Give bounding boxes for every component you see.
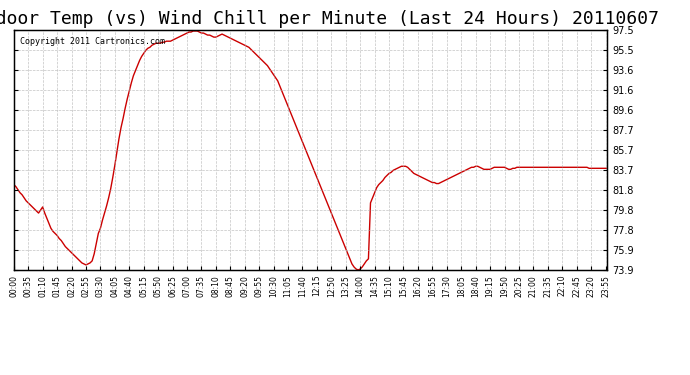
Title: Outdoor Temp (vs) Wind Chill per Minute (Last 24 Hours) 20110607: Outdoor Temp (vs) Wind Chill per Minute … bbox=[0, 10, 658, 28]
Text: Copyright 2011 Cartronics.com: Copyright 2011 Cartronics.com bbox=[20, 37, 165, 46]
